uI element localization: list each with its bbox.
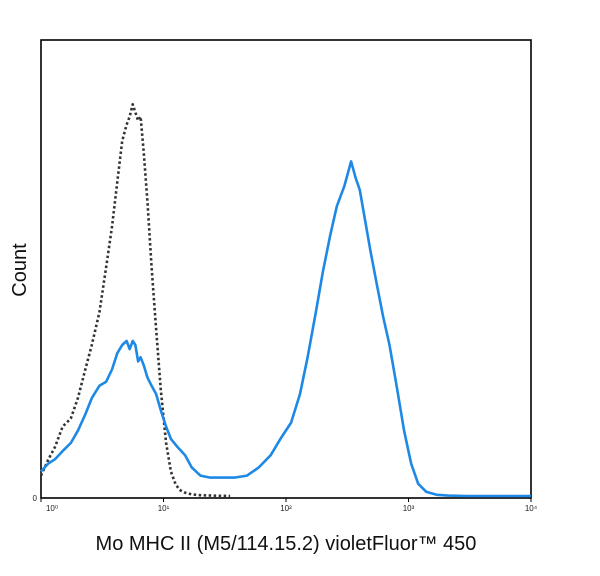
series-layer [39,103,531,498]
control-series-line [39,103,231,498]
x-tick-label: 10⁴ [525,504,538,513]
y-tick-label: 0 [33,494,38,503]
x-tick-label: 10³ [403,504,415,513]
x-tick-label: 10² [280,504,292,513]
y-axis-ticks: 0 [33,494,38,503]
y-axis-label: Count [9,243,31,297]
x-tick-label: 10⁰ [46,504,58,513]
x-axis-label: Mo MHC II (M5/114.15.2) violetFluor™ 450 [96,533,477,555]
x-tick-label: 10¹ [158,504,170,513]
x-axis-ticks: 10⁰ 10¹ 10² 10³ 10⁴ [40,498,538,513]
stained-series-line [40,160,531,498]
